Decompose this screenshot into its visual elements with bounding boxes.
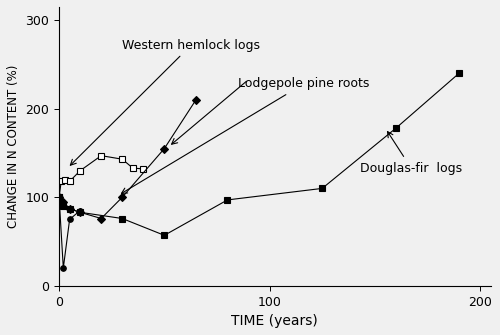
Text: Douglas-fir  logs: Douglas-fir logs xyxy=(360,132,462,175)
Text: Lodgepole pine roots: Lodgepole pine roots xyxy=(122,77,370,193)
Text: Western hemlock logs: Western hemlock logs xyxy=(70,39,260,165)
Y-axis label: CHANGE IN N CONTENT (%): CHANGE IN N CONTENT (%) xyxy=(7,65,20,228)
X-axis label: TIME (years): TIME (years) xyxy=(232,314,318,328)
